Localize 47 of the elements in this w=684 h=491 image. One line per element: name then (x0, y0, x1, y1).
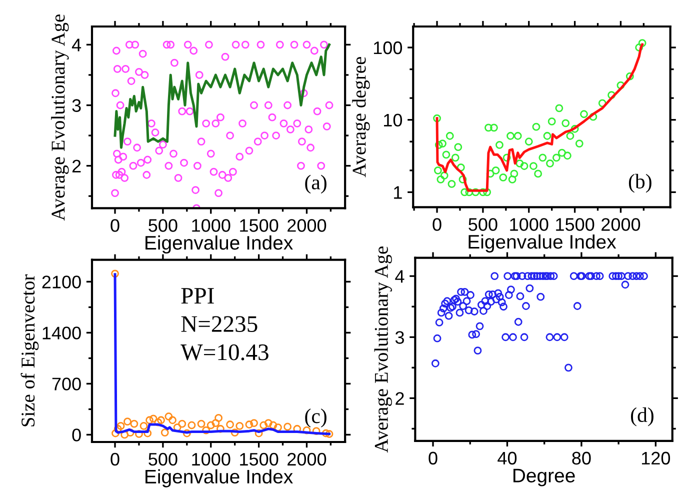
y-tick-label: 4 (72, 38, 82, 52)
x-tick-label: 0 (428, 452, 438, 465)
x-tick-label: 1000 (510, 218, 548, 231)
y-axis-title: Average Evolutionary Age (51, 14, 69, 221)
y-tick-label: 3 (72, 99, 81, 112)
annotation: (c) (305, 408, 326, 428)
x-tick-label: 0 (110, 219, 120, 232)
y-tick-label: 10 (384, 114, 402, 127)
y-tick-label: 4 (395, 270, 404, 283)
annotation: PPI (181, 288, 214, 304)
x-tick-label: 1500 (240, 452, 278, 466)
y-tick-label: 2 (72, 160, 81, 172)
x-tick-label: 0 (110, 452, 120, 466)
x-tick-label: 1000 (192, 219, 230, 232)
x-tick-label: 1000 (192, 452, 230, 466)
annotation: (b) (628, 174, 652, 193)
x-tick-label: 500 (468, 218, 498, 231)
x-tick-label: 1500 (240, 219, 278, 232)
y-tick-label: 2100 (42, 276, 81, 288)
x-tick-label: 2000 (288, 452, 326, 466)
x-axis-title: Eigenvalue Index (468, 234, 616, 253)
annotation: W=10.43 (180, 344, 268, 360)
x-axis-title: Degree (513, 468, 575, 486)
y-tick-label: 3 (395, 331, 404, 344)
x-axis-title: Eigenvalue Index (146, 235, 293, 254)
y-axis-title: Average degree (352, 56, 370, 178)
y-axis-title: Size of Eigenvector (20, 274, 39, 426)
y-tick-label: 0 (72, 428, 81, 442)
y-tick-label: 1 (394, 186, 402, 199)
x-tick-label: 2000 (602, 218, 640, 231)
x-tick-label: 2000 (288, 219, 326, 232)
x-tick-label: 0 (432, 218, 442, 231)
x-tick-label: 120 (642, 452, 670, 465)
annotation: N=2235 (181, 316, 258, 332)
y-tick-label: 100 (374, 41, 402, 54)
y-axis-title: Average Evolutionary Age (374, 246, 392, 453)
annotation: (a) (305, 174, 326, 194)
annotation: (d) (630, 407, 654, 426)
x-axis-title: Eigenvalue Index (146, 469, 293, 488)
y-tick-label: 2 (396, 392, 404, 405)
x-tick-label: 80 (572, 452, 591, 465)
x-tick-label: 500 (148, 219, 178, 232)
x-tick-label: 1500 (556, 218, 594, 231)
x-tick-label: 500 (148, 452, 178, 466)
y-tick-label: 1400 (42, 326, 81, 340)
x-tick-label: 40 (498, 452, 517, 465)
y-tick-label: 700 (52, 378, 81, 390)
